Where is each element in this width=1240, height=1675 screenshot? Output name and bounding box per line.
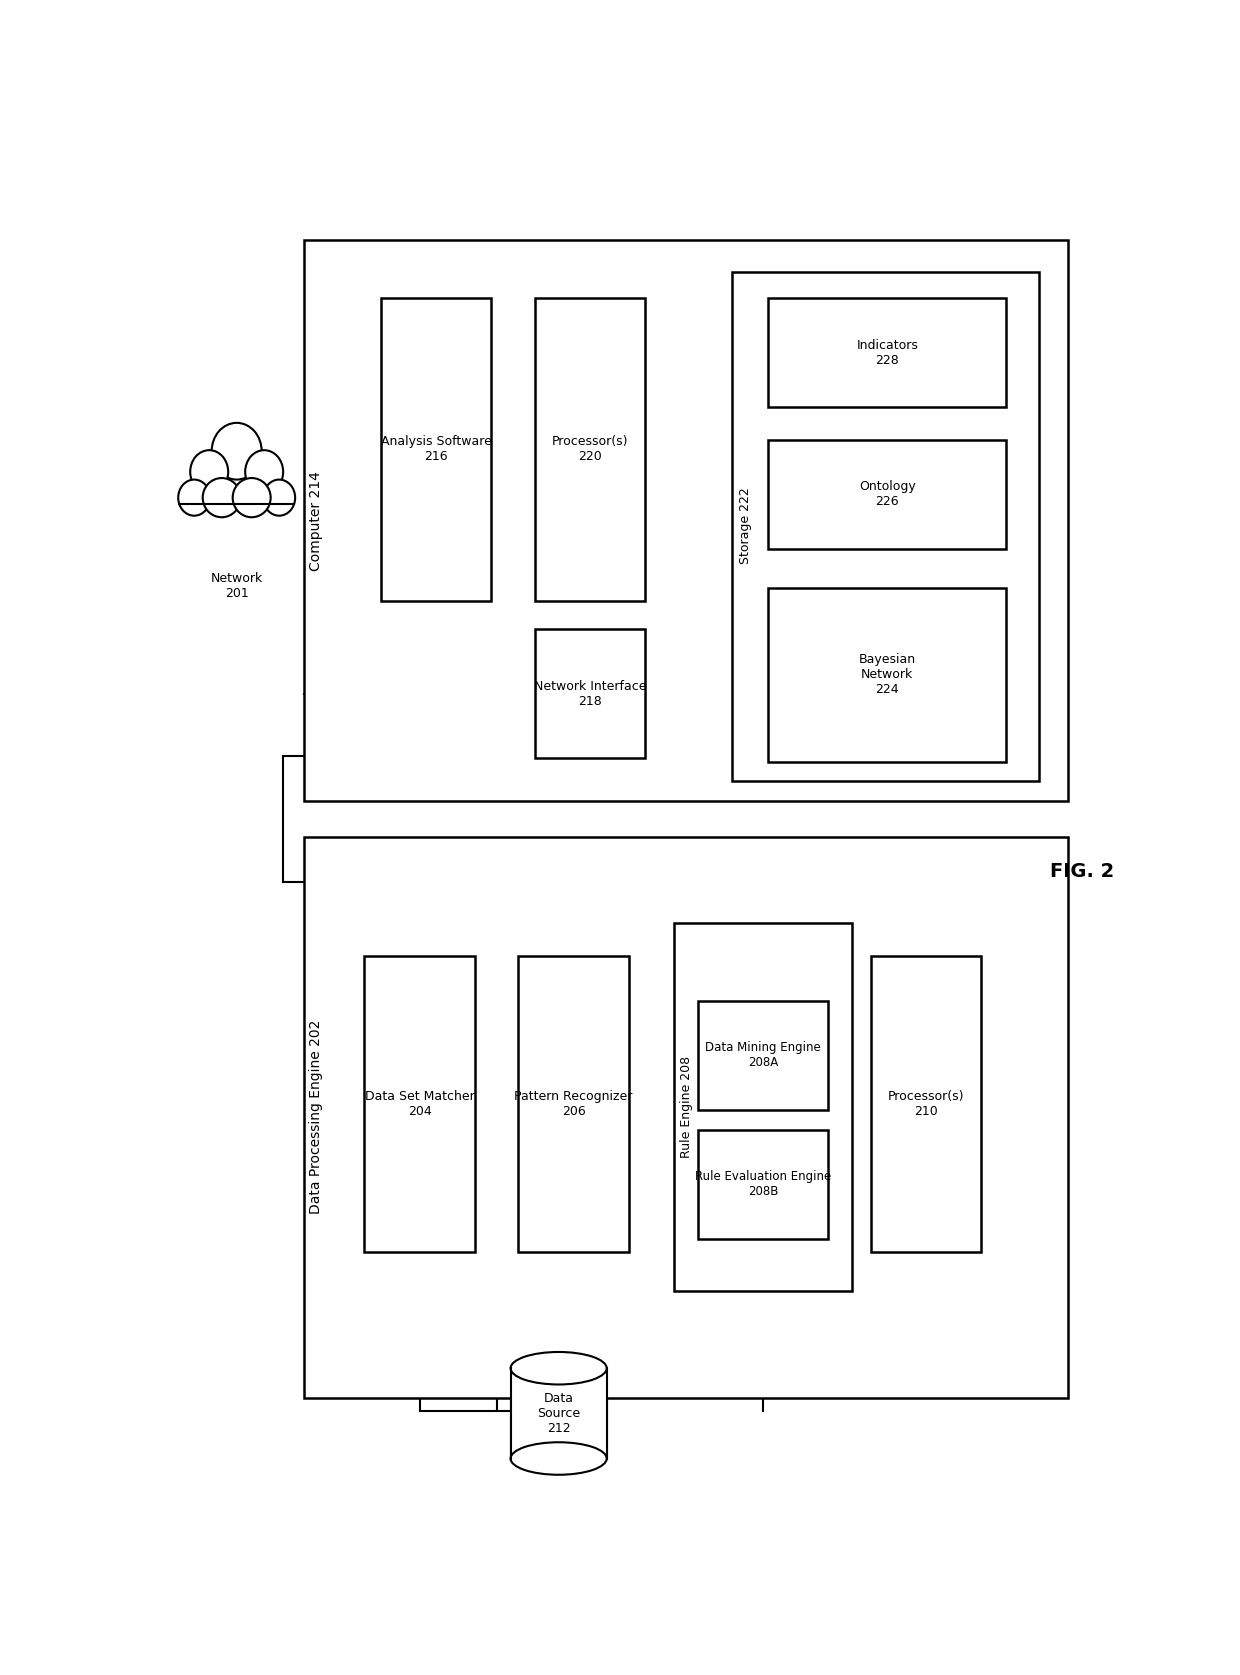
FancyBboxPatch shape: [511, 1368, 606, 1459]
FancyBboxPatch shape: [732, 271, 1039, 781]
FancyBboxPatch shape: [534, 298, 645, 601]
FancyBboxPatch shape: [304, 240, 1068, 801]
Text: Computer 214: Computer 214: [310, 471, 324, 571]
Ellipse shape: [212, 422, 262, 479]
Ellipse shape: [179, 479, 211, 516]
Ellipse shape: [511, 1442, 606, 1474]
Ellipse shape: [202, 477, 241, 518]
FancyBboxPatch shape: [365, 955, 475, 1253]
FancyBboxPatch shape: [675, 923, 852, 1291]
Text: Data Mining Engine
208A: Data Mining Engine 208A: [706, 1042, 821, 1069]
Text: Analysis Software
216: Analysis Software 216: [381, 436, 491, 464]
Text: Storage 222: Storage 222: [739, 487, 751, 564]
Text: Network Interface
218: Network Interface 218: [533, 680, 646, 707]
FancyBboxPatch shape: [518, 955, 629, 1253]
FancyBboxPatch shape: [534, 630, 645, 759]
FancyBboxPatch shape: [381, 298, 491, 601]
Text: Data
Source
212: Data Source 212: [537, 1392, 580, 1435]
FancyBboxPatch shape: [698, 1000, 828, 1111]
Text: Processor(s)
220: Processor(s) 220: [552, 436, 629, 464]
Text: Bayesian
Network
224: Bayesian Network 224: [859, 653, 916, 697]
Ellipse shape: [511, 1352, 606, 1385]
Text: Pattern Recognizer
206: Pattern Recognizer 206: [515, 1090, 632, 1117]
Text: Data Set Matcher
204: Data Set Matcher 204: [365, 1090, 475, 1117]
Text: Indicators
228: Indicators 228: [857, 338, 918, 367]
Text: Ontology
226: Ontology 226: [859, 481, 915, 509]
Text: Network
201: Network 201: [211, 573, 263, 600]
Ellipse shape: [190, 451, 228, 494]
Text: Processor(s)
210: Processor(s) 210: [888, 1090, 965, 1117]
Ellipse shape: [233, 477, 270, 518]
Text: Rule Evaluation Engine
208B: Rule Evaluation Engine 208B: [694, 1171, 831, 1198]
FancyBboxPatch shape: [870, 955, 982, 1253]
Ellipse shape: [263, 479, 295, 516]
Ellipse shape: [246, 451, 283, 494]
FancyBboxPatch shape: [768, 588, 1007, 762]
FancyBboxPatch shape: [768, 298, 1007, 407]
Text: Rule Engine 208: Rule Engine 208: [680, 1055, 693, 1157]
FancyBboxPatch shape: [768, 439, 1007, 549]
Text: Data Processing Engine 202: Data Processing Engine 202: [310, 1020, 324, 1214]
FancyBboxPatch shape: [304, 838, 1068, 1399]
FancyBboxPatch shape: [177, 496, 296, 523]
Text: FIG. 2: FIG. 2: [1050, 863, 1115, 881]
FancyBboxPatch shape: [698, 1129, 828, 1240]
